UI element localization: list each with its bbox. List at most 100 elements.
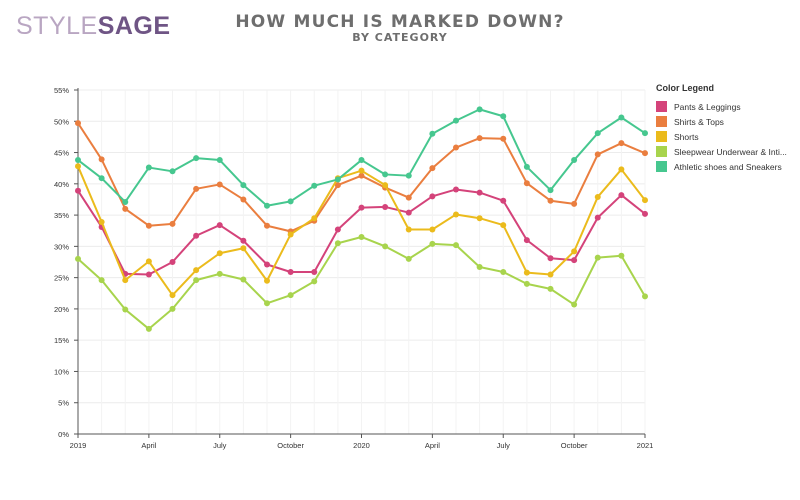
data-point xyxy=(334,226,341,233)
data-point xyxy=(500,135,507,142)
y-tick-label: 55% xyxy=(54,86,69,95)
legend-item: Shorts xyxy=(656,129,787,144)
data-point xyxy=(98,218,105,225)
data-point xyxy=(500,269,507,276)
data-point xyxy=(523,163,530,170)
data-point xyxy=(453,117,459,124)
data-point xyxy=(240,237,247,244)
x-tick-label: 2020 xyxy=(353,441,370,450)
legend-label: Sleepwear Underwear & Inti... xyxy=(674,146,787,157)
legend-item: Sleepwear Underwear & Inti... xyxy=(656,144,787,159)
data-point xyxy=(264,202,270,209)
data-point xyxy=(145,271,152,278)
data-point xyxy=(358,167,365,174)
data-point xyxy=(240,276,247,283)
data-point xyxy=(75,187,81,194)
data-point xyxy=(169,292,176,299)
data-point xyxy=(547,197,554,204)
data-point xyxy=(547,255,554,262)
data-point xyxy=(453,144,459,151)
x-tick-label: October xyxy=(277,441,304,450)
legend-item: Athletic shoes and Sneakers xyxy=(656,159,787,174)
data-point xyxy=(169,168,176,175)
data-point xyxy=(405,255,412,262)
data-point xyxy=(75,255,81,262)
y-tick-label: 45% xyxy=(54,149,69,158)
data-point xyxy=(642,210,648,217)
data-point xyxy=(193,232,200,239)
data-point xyxy=(287,231,294,238)
data-point xyxy=(311,269,318,276)
data-point xyxy=(571,200,578,207)
data-point xyxy=(571,301,578,308)
data-point xyxy=(98,175,105,182)
data-point xyxy=(476,264,483,271)
stylesage-logo: STYLESAGE xyxy=(16,14,171,39)
y-tick-label: 0% xyxy=(58,430,69,439)
data-point xyxy=(216,181,223,188)
data-point xyxy=(264,222,270,229)
data-point xyxy=(75,157,81,164)
data-point xyxy=(523,180,530,187)
data-point xyxy=(358,157,365,164)
legend-swatch xyxy=(656,146,667,157)
data-point xyxy=(500,222,507,229)
legend-swatch xyxy=(656,131,667,142)
data-point xyxy=(216,157,223,164)
x-tick-label: July xyxy=(213,441,227,450)
data-point xyxy=(642,150,648,157)
data-point xyxy=(311,278,318,285)
data-point xyxy=(405,194,412,201)
data-point xyxy=(264,261,270,268)
series-group xyxy=(75,106,648,332)
data-point xyxy=(642,130,648,137)
data-point xyxy=(240,196,247,203)
data-point xyxy=(334,176,341,183)
data-point xyxy=(429,165,436,172)
data-point xyxy=(405,226,412,233)
data-point xyxy=(358,204,365,211)
data-point xyxy=(145,325,152,332)
data-point xyxy=(193,185,200,192)
data-point xyxy=(476,189,483,196)
legend-swatch xyxy=(656,161,667,172)
y-tick-label: 15% xyxy=(54,336,69,345)
data-point xyxy=(122,306,129,313)
data-point xyxy=(642,197,648,204)
y-tick-label: 25% xyxy=(54,274,69,283)
data-point xyxy=(145,222,152,229)
legend-label: Pants & Leggings xyxy=(674,101,741,112)
legend-title: Color Legend xyxy=(656,83,714,93)
data-point xyxy=(571,248,578,255)
data-point xyxy=(287,292,294,299)
data-point xyxy=(594,214,601,221)
x-axis-ticks: 2019 April July October 2020 April July October… xyxy=(70,434,653,450)
data-point xyxy=(240,182,247,189)
data-point xyxy=(405,209,412,216)
y-tick-label: 10% xyxy=(54,367,69,376)
data-point xyxy=(594,193,601,200)
data-point xyxy=(382,243,389,250)
x-tick-label: 2019 xyxy=(70,441,87,450)
data-point xyxy=(453,186,459,193)
data-point xyxy=(594,130,601,137)
data-point xyxy=(547,285,554,292)
data-point xyxy=(618,166,625,173)
data-point xyxy=(145,258,152,265)
data-point xyxy=(618,252,625,259)
chart-subtitle: BY CATEGORY xyxy=(352,31,448,44)
data-point xyxy=(642,293,648,300)
data-point xyxy=(500,197,507,204)
data-point xyxy=(287,269,294,276)
data-point xyxy=(523,280,530,287)
legend-label: Shorts xyxy=(674,131,699,142)
legend-swatch xyxy=(656,116,667,127)
data-point xyxy=(405,172,412,179)
legend-label: Shirts & Tops xyxy=(674,116,724,127)
data-point xyxy=(193,267,200,274)
y-tick-label: 50% xyxy=(54,117,69,126)
data-point xyxy=(618,140,625,147)
data-point xyxy=(193,277,200,284)
y-tick-label: 20% xyxy=(54,305,69,314)
